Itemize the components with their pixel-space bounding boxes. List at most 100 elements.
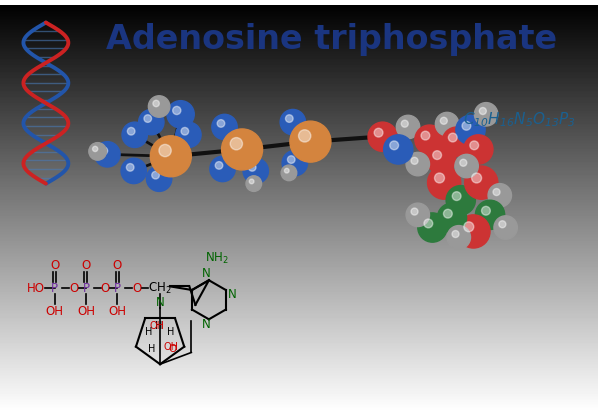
Circle shape bbox=[181, 128, 188, 135]
Circle shape bbox=[421, 131, 430, 140]
Text: P: P bbox=[83, 281, 89, 294]
Circle shape bbox=[460, 159, 467, 166]
Circle shape bbox=[100, 147, 108, 155]
Text: OH: OH bbox=[77, 305, 95, 318]
Circle shape bbox=[390, 141, 398, 150]
Circle shape bbox=[479, 108, 487, 115]
Text: N: N bbox=[201, 318, 211, 331]
Circle shape bbox=[368, 122, 397, 151]
Circle shape bbox=[176, 122, 201, 148]
Text: OH: OH bbox=[46, 305, 64, 318]
Text: H: H bbox=[155, 321, 163, 331]
Circle shape bbox=[411, 208, 418, 215]
Text: N: N bbox=[201, 267, 211, 280]
Circle shape bbox=[442, 127, 471, 156]
Text: OH: OH bbox=[108, 305, 126, 318]
Circle shape bbox=[444, 209, 452, 218]
Circle shape bbox=[488, 183, 512, 207]
Circle shape bbox=[452, 192, 461, 201]
Text: Adenosine triphosphate: Adenosine triphosphate bbox=[106, 23, 558, 55]
Circle shape bbox=[89, 143, 106, 160]
Circle shape bbox=[374, 128, 383, 137]
Text: OH: OH bbox=[150, 321, 165, 331]
Circle shape bbox=[151, 136, 192, 177]
Circle shape bbox=[428, 166, 461, 199]
Circle shape bbox=[127, 128, 135, 135]
Circle shape bbox=[159, 144, 171, 157]
Circle shape bbox=[424, 219, 433, 228]
Circle shape bbox=[122, 122, 147, 148]
Circle shape bbox=[397, 115, 420, 139]
Circle shape bbox=[406, 152, 430, 176]
Circle shape bbox=[212, 114, 237, 140]
Circle shape bbox=[494, 216, 517, 239]
Text: O: O bbox=[168, 344, 176, 354]
Circle shape bbox=[167, 100, 194, 128]
Circle shape bbox=[280, 109, 305, 135]
Text: O: O bbox=[132, 281, 141, 294]
Circle shape bbox=[126, 163, 134, 171]
Circle shape bbox=[474, 103, 498, 126]
Circle shape bbox=[457, 215, 490, 248]
Circle shape bbox=[249, 179, 254, 184]
Circle shape bbox=[95, 142, 120, 167]
Circle shape bbox=[243, 158, 269, 183]
Circle shape bbox=[464, 222, 474, 232]
Text: P: P bbox=[114, 281, 121, 294]
Circle shape bbox=[148, 96, 170, 117]
Circle shape bbox=[435, 173, 444, 183]
Circle shape bbox=[476, 200, 505, 229]
Circle shape bbox=[440, 117, 447, 124]
Circle shape bbox=[465, 166, 498, 199]
Circle shape bbox=[230, 138, 242, 150]
Circle shape bbox=[415, 125, 444, 154]
Circle shape bbox=[470, 141, 479, 150]
Circle shape bbox=[138, 109, 164, 135]
Text: N: N bbox=[155, 296, 165, 309]
Text: O: O bbox=[113, 259, 122, 272]
Circle shape bbox=[288, 156, 295, 163]
Circle shape bbox=[121, 158, 146, 183]
Circle shape bbox=[499, 221, 506, 228]
Text: H: H bbox=[148, 344, 155, 354]
Circle shape bbox=[153, 100, 159, 107]
Text: NH$_2$: NH$_2$ bbox=[205, 251, 229, 266]
Circle shape bbox=[482, 206, 490, 215]
Circle shape bbox=[449, 133, 457, 142]
Circle shape bbox=[285, 168, 289, 173]
Text: H: H bbox=[146, 327, 153, 337]
Text: HO: HO bbox=[28, 281, 45, 294]
Circle shape bbox=[217, 120, 225, 127]
Circle shape bbox=[146, 166, 172, 191]
Circle shape bbox=[248, 163, 256, 171]
Text: P: P bbox=[51, 281, 58, 294]
Circle shape bbox=[282, 151, 307, 176]
Circle shape bbox=[299, 130, 311, 142]
Circle shape bbox=[456, 115, 485, 145]
Circle shape bbox=[401, 120, 408, 127]
Text: O: O bbox=[70, 281, 79, 294]
Circle shape bbox=[447, 226, 471, 249]
Circle shape bbox=[464, 135, 493, 164]
Circle shape bbox=[152, 171, 159, 179]
Circle shape bbox=[438, 203, 466, 232]
Circle shape bbox=[462, 121, 471, 130]
Circle shape bbox=[435, 112, 459, 136]
Text: O: O bbox=[81, 259, 91, 272]
Circle shape bbox=[455, 154, 479, 178]
Text: O: O bbox=[50, 259, 59, 272]
Circle shape bbox=[210, 156, 235, 182]
Text: N: N bbox=[228, 289, 237, 301]
Circle shape bbox=[222, 129, 263, 170]
Circle shape bbox=[173, 106, 181, 115]
Circle shape bbox=[281, 165, 297, 181]
Circle shape bbox=[144, 115, 152, 122]
Circle shape bbox=[246, 176, 261, 191]
Text: CH$_2$: CH$_2$ bbox=[148, 281, 172, 296]
Circle shape bbox=[215, 162, 223, 169]
Circle shape bbox=[493, 188, 500, 196]
Circle shape bbox=[285, 115, 293, 122]
Circle shape bbox=[427, 145, 456, 174]
Text: $\mathregular{C_{10}H_{16}N_5O_{13}P_3}$: $\mathregular{C_{10}H_{16}N_5O_{13}P_3}$ bbox=[463, 111, 576, 129]
Circle shape bbox=[446, 186, 476, 215]
